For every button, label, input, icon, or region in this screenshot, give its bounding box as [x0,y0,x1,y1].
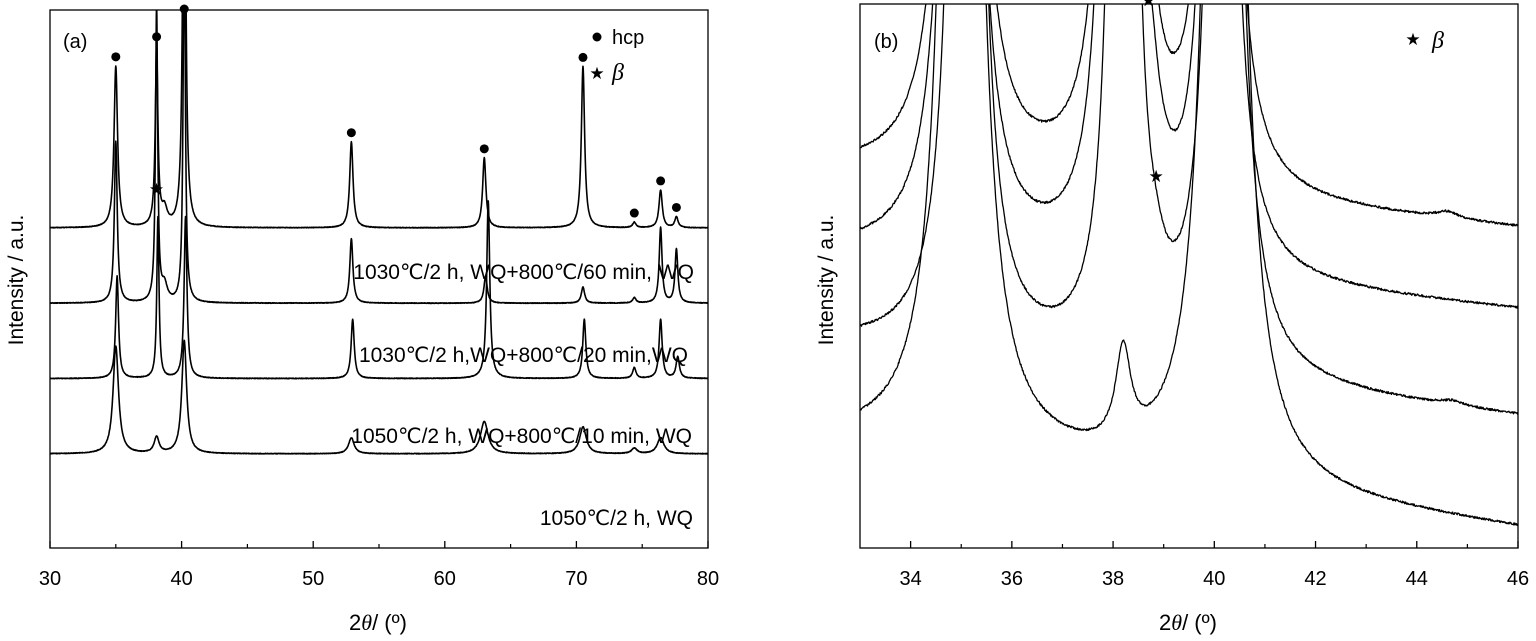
series-label: 1050℃/2 h, WQ+800℃/10 min, WQ [351,425,692,448]
legend-label-beta: β [1431,28,1444,54]
hcp-marker-icon [179,4,189,14]
curves-group [50,10,708,455]
x-tick-label: 30 [39,568,61,590]
beta-star-icon: ★ [1405,30,1420,49]
xrd-pattern-line [50,10,708,305]
beta-star-icon: ★ [1141,0,1156,10]
x-tick-label: 80 [697,568,719,590]
hcp-marker-icon [671,202,681,212]
xrd-pattern-line [50,10,708,229]
x-tick-label: 44 [1406,568,1428,590]
hcp-marker-icon [111,52,121,62]
xrd-pattern-line [50,200,708,380]
panel-a-y-axis-label: Intensity / a.u. [5,215,28,346]
xrd-pattern-line [860,4,1518,526]
x-tick-label: 50 [302,568,324,590]
legend-item-beta: ★ β [589,60,624,86]
curves-group [860,4,1518,526]
hcp-marker-icon [479,144,489,154]
panel-a-series-labels: 1030℃/2 h, WQ+800℃/60 min, WQ 1030℃/2 h,… [351,261,694,530]
legend-item-hcp: hcp [592,27,644,49]
beta-star-icon: ★ [1148,167,1163,186]
panel-a-legend: hcp ★ β [589,27,644,86]
x-tick-label: 40 [170,568,192,590]
xrd-pattern-line [860,4,1518,227]
panel-b-label: (b) [874,31,898,53]
x-tick-label: 60 [434,568,456,590]
panel-b-y-axis-label: Intensity / a.u. [815,215,838,346]
panel-b-legend: ★ β [1405,28,1444,54]
hcp-marker-icon [346,128,356,138]
hcp-marker-icon [578,52,588,62]
x-tick-label: 34 [899,568,921,590]
hcp-marker-icon [629,208,639,218]
panel-a-x-axis-label: 2θ/ (º) [349,610,407,635]
x-tick-label: 42 [1304,568,1326,590]
series-label: 1030℃/2 h,WQ+800℃/20 min,WQ [359,344,688,367]
x-tick-label: 38 [1102,568,1124,590]
panel-b: (b) Intensity / a.u. 2θ/ (º) ★ β ★ ★ ★ 34 36… [815,0,1529,635]
hcp-marker-icon [656,176,666,186]
x-tick-label: 36 [1001,568,1023,590]
panel-b-x-axis-label: 2θ/ (º) [1159,610,1217,635]
series-label: 1050℃/2 h, WQ [540,507,693,530]
beta-star-icon: ★ [589,64,604,83]
plot-frame [859,3,1519,549]
panel-a-label: (a) [63,31,87,53]
xrd-pattern-line [50,339,708,455]
x-tick-label: 46 [1507,568,1529,590]
series-label: 1030℃/2 h, WQ+800℃/60 min, WQ [353,261,694,284]
legend-label-hcp: hcp [612,27,644,49]
hcp-marker-icon [592,32,602,42]
hcp-marker-icon [152,32,162,42]
panel-a: (a) Intensity / a.u. 2θ/ (º) hcp ★ β 103… [5,4,719,635]
beta-star-icon: ★ [149,180,164,199]
legend-label-beta: β [611,60,624,86]
xrd-pattern-line [860,4,1518,415]
x-tick-label: 70 [565,568,587,590]
x-tick-label: 40 [1203,568,1225,590]
xrd-pattern-line [860,4,1518,309]
beta-star-icon: ★ [1141,0,1156,10]
